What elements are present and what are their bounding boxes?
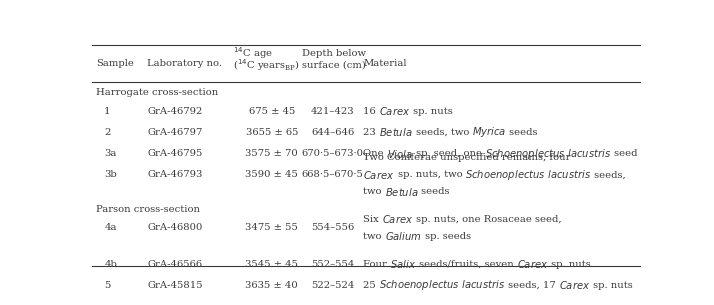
Text: $\mathit{Betula}$: $\mathit{Betula}$: [385, 186, 418, 198]
Text: $^{14}$C age: $^{14}$C age: [233, 45, 273, 61]
Text: Six: Six: [363, 215, 382, 224]
Text: GrA-46800: GrA-46800: [147, 223, 203, 232]
Text: $\mathit{Carex}$: $\mathit{Carex}$: [379, 105, 411, 117]
Text: 552–554: 552–554: [311, 260, 354, 268]
Text: seeds, 17: seeds, 17: [506, 281, 559, 290]
Text: 4a: 4a: [104, 223, 116, 232]
Text: seeds: seeds: [506, 128, 538, 137]
Text: $\mathit{Salix}$: $\mathit{Salix}$: [390, 258, 416, 270]
Text: Four: Four: [363, 260, 390, 268]
Text: Parson cross-section: Parson cross-section: [96, 205, 200, 214]
Text: two: two: [363, 232, 385, 241]
Text: 554–556: 554–556: [311, 223, 354, 232]
Text: sp. nuts: sp. nuts: [590, 281, 633, 290]
Text: Laboratory no.: Laboratory no.: [147, 59, 222, 68]
Text: GrA-46795: GrA-46795: [147, 149, 203, 158]
Text: $\mathit{Carex}$: $\mathit{Carex}$: [382, 213, 413, 225]
Text: Sample: Sample: [96, 59, 134, 68]
Text: 3b: 3b: [104, 170, 117, 179]
Text: seed: seed: [611, 149, 638, 158]
Text: 3545 ± 45: 3545 ± 45: [246, 260, 298, 268]
Text: $\mathit{Viola}$: $\mathit{Viola}$: [387, 148, 413, 160]
Text: ($^{14}$C years$_{\mathregular{BP}}$): ($^{14}$C years$_{\mathregular{BP}}$): [233, 57, 300, 73]
Text: $\mathit{Galium}$: $\mathit{Galium}$: [385, 231, 422, 242]
Text: 522–524: 522–524: [311, 281, 354, 290]
Text: 3575 ± 70: 3575 ± 70: [246, 149, 298, 158]
Text: Material: Material: [363, 59, 407, 68]
Text: 4b: 4b: [104, 260, 117, 268]
Text: $\mathit{Schoenoplectus\ lacustris}$: $\mathit{Schoenoplectus\ lacustris}$: [485, 147, 611, 160]
Text: GrA-46566: GrA-46566: [147, 260, 203, 268]
Text: Harrogate cross-section: Harrogate cross-section: [96, 88, 218, 98]
Text: GrA-45815: GrA-45815: [147, 281, 203, 290]
Text: 25: 25: [363, 281, 379, 290]
Text: sp. nuts: sp. nuts: [548, 260, 591, 268]
Text: sp. nuts: sp. nuts: [411, 107, 453, 116]
Text: 668·5–670·5: 668·5–670·5: [302, 170, 363, 179]
Text: seeds: seeds: [418, 187, 450, 196]
Text: seeds,: seeds,: [591, 170, 626, 179]
Text: GrA-46793: GrA-46793: [147, 170, 203, 179]
Text: 1: 1: [104, 107, 111, 116]
Text: 421–423: 421–423: [311, 107, 355, 116]
Text: 3a: 3a: [104, 149, 116, 158]
Text: 5: 5: [104, 281, 111, 290]
Text: $\mathit{Carex}$: $\mathit{Carex}$: [517, 258, 548, 270]
Text: $\mathit{Carex}$: $\mathit{Carex}$: [363, 169, 395, 181]
Text: two: two: [363, 187, 385, 196]
Text: sp. seeds: sp. seeds: [422, 232, 471, 241]
Text: $\mathit{Betula}$: $\mathit{Betula}$: [379, 126, 413, 138]
Text: sp. nuts, one Rosaceae seed,: sp. nuts, one Rosaceae seed,: [413, 215, 562, 224]
Text: $\mathit{Schoenoplectus\ lacustris}$: $\mathit{Schoenoplectus\ lacustris}$: [379, 278, 506, 292]
Text: sp. nuts, two: sp. nuts, two: [395, 170, 466, 179]
Text: Depth below: Depth below: [302, 48, 366, 58]
Text: 16: 16: [363, 107, 379, 116]
Text: $\mathit{Myrica}$: $\mathit{Myrica}$: [472, 125, 506, 139]
Text: GrA-46792: GrA-46792: [147, 107, 203, 116]
Text: $\mathit{Schoenoplectus\ lacustris}$: $\mathit{Schoenoplectus\ lacustris}$: [466, 168, 591, 182]
Text: $\mathit{Carex}$: $\mathit{Carex}$: [559, 279, 590, 291]
Text: 675 ± 45: 675 ± 45: [248, 107, 295, 116]
Text: GrA-46797: GrA-46797: [147, 128, 203, 137]
Text: 670·5–673·0: 670·5–673·0: [302, 149, 363, 158]
Text: seeds/fruits, seven: seeds/fruits, seven: [416, 260, 517, 268]
Text: seeds, two: seeds, two: [413, 128, 472, 137]
Text: Two Coniferae unspecified remains, four: Two Coniferae unspecified remains, four: [363, 153, 570, 162]
Text: surface (cm): surface (cm): [302, 60, 366, 69]
Text: One: One: [363, 149, 387, 158]
Text: 2: 2: [104, 128, 111, 137]
Text: 3590 ± 45: 3590 ± 45: [246, 170, 298, 179]
Text: 3475 ± 55: 3475 ± 55: [246, 223, 298, 232]
Text: 23: 23: [363, 128, 379, 137]
Text: sp. seed, one: sp. seed, one: [413, 149, 485, 158]
Text: 644–646: 644–646: [311, 128, 354, 137]
Text: 3655 ± 65: 3655 ± 65: [246, 128, 298, 137]
Text: 3635 ± 40: 3635 ± 40: [246, 281, 298, 290]
